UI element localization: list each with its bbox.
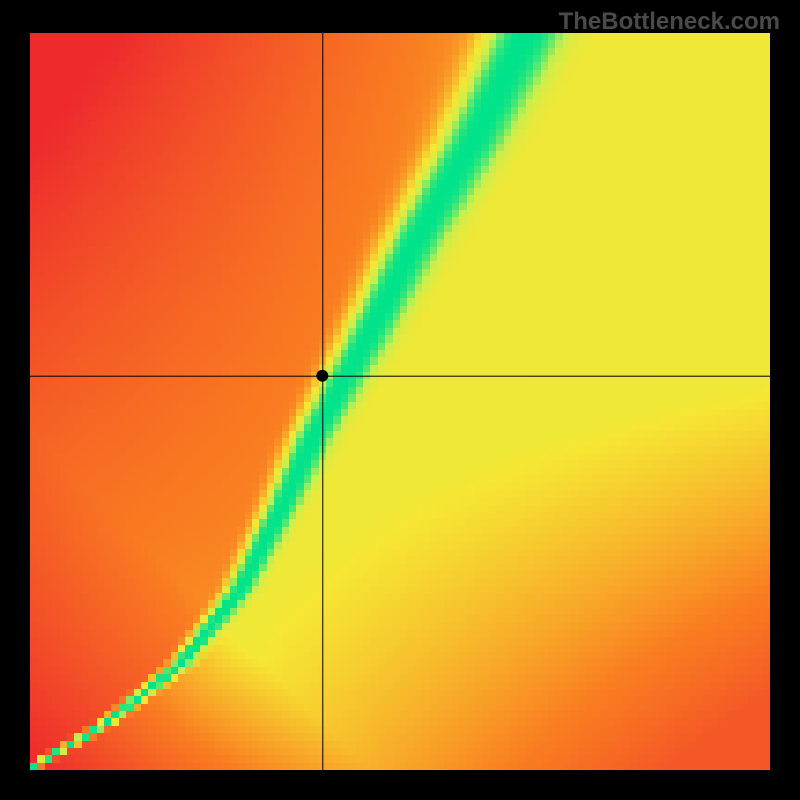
bottleneck-heatmap [0, 0, 800, 800]
root-container: TheBottleneck.com [0, 0, 800, 800]
watermark-text: TheBottleneck.com [559, 8, 780, 36]
